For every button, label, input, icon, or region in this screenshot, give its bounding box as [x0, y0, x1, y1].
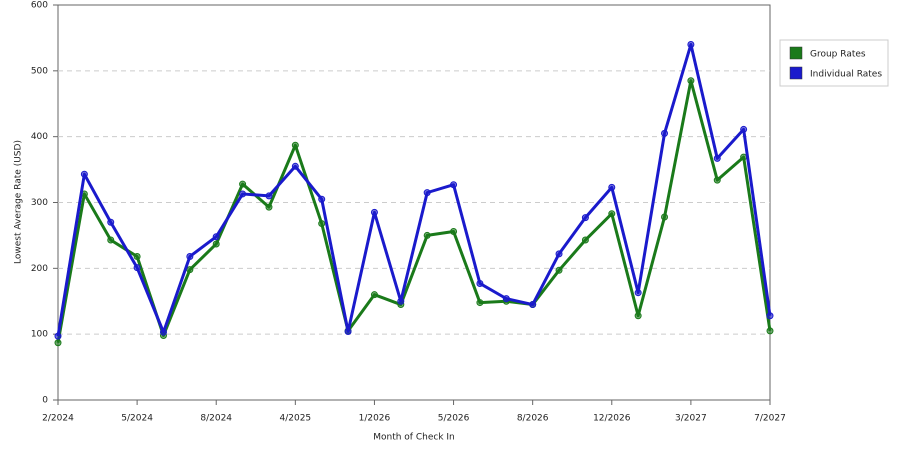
- point: [133, 252, 141, 260]
- x-tick-label: 5/2026: [438, 414, 470, 424]
- point: [661, 213, 669, 221]
- y-tick-label: 300: [31, 198, 48, 208]
- x-tick-label: 2/2024: [42, 414, 74, 424]
- legend-swatch: [789, 46, 803, 60]
- point: [476, 279, 484, 287]
- legend-swatch: [789, 66, 803, 80]
- point: [476, 299, 484, 307]
- point: [608, 210, 616, 218]
- y-tick-label: 600: [31, 1, 48, 11]
- point: [555, 250, 563, 258]
- point: [80, 170, 88, 178]
- point: [344, 328, 352, 336]
- y-tick-label: 100: [31, 330, 48, 340]
- legend-label: Individual Rates: [810, 70, 882, 80]
- point: [634, 289, 642, 297]
- x-tick-label: 3/2027: [675, 414, 707, 424]
- y-tick-label: 500: [31, 66, 48, 76]
- point: [529, 301, 537, 309]
- point: [239, 190, 247, 198]
- point: [687, 41, 695, 48]
- x-tick-label: 5/2024: [121, 414, 153, 424]
- x-tick-label: 8/2026: [517, 414, 549, 424]
- point: [581, 214, 589, 222]
- point: [318, 195, 326, 203]
- point: [54, 332, 62, 340]
- y-tick-label: 0: [42, 396, 48, 406]
- y-axis-title: Lowest Average Rate (USD): [14, 140, 24, 264]
- point: [107, 218, 115, 226]
- legend-label: Group Rates: [810, 50, 866, 60]
- point: [370, 291, 378, 299]
- point: [634, 312, 642, 320]
- point: [291, 141, 299, 149]
- x-tick-label: 8/2024: [200, 414, 232, 424]
- point: [239, 180, 247, 188]
- point: [450, 181, 458, 189]
- point: [766, 327, 774, 335]
- point: [318, 220, 326, 228]
- point: [555, 266, 563, 274]
- point: [423, 231, 431, 239]
- point: [661, 129, 669, 137]
- y-tick-label: 400: [31, 132, 48, 142]
- point: [107, 236, 115, 244]
- point: [450, 227, 458, 235]
- point: [159, 328, 167, 336]
- point: [713, 176, 721, 184]
- point: [713, 154, 721, 162]
- point: [370, 208, 378, 216]
- point: [212, 240, 220, 248]
- point: [186, 266, 194, 274]
- y-tick-label: 200: [31, 264, 48, 274]
- point: [265, 203, 273, 211]
- x-tick-label: 1/2026: [359, 414, 391, 424]
- point: [502, 295, 510, 303]
- x-tick-label: 4/2025: [279, 414, 311, 424]
- point: [186, 252, 194, 260]
- point: [212, 233, 220, 241]
- point: [54, 339, 62, 347]
- point: [423, 189, 431, 197]
- point: [608, 183, 616, 191]
- series-line: [56, 79, 772, 343]
- x-axis-title: Month of Check In: [373, 433, 455, 443]
- x-tick-label: 12/2026: [593, 414, 631, 424]
- x-tick-label: 7/2027: [754, 414, 786, 424]
- point: [133, 264, 141, 272]
- series-line: [56, 43, 772, 337]
- point: [397, 297, 405, 305]
- point: [581, 236, 589, 244]
- point: [687, 77, 695, 85]
- point: [740, 153, 748, 161]
- point: [740, 125, 748, 133]
- point: [291, 162, 299, 170]
- point: [766, 312, 774, 320]
- point: [265, 192, 273, 200]
